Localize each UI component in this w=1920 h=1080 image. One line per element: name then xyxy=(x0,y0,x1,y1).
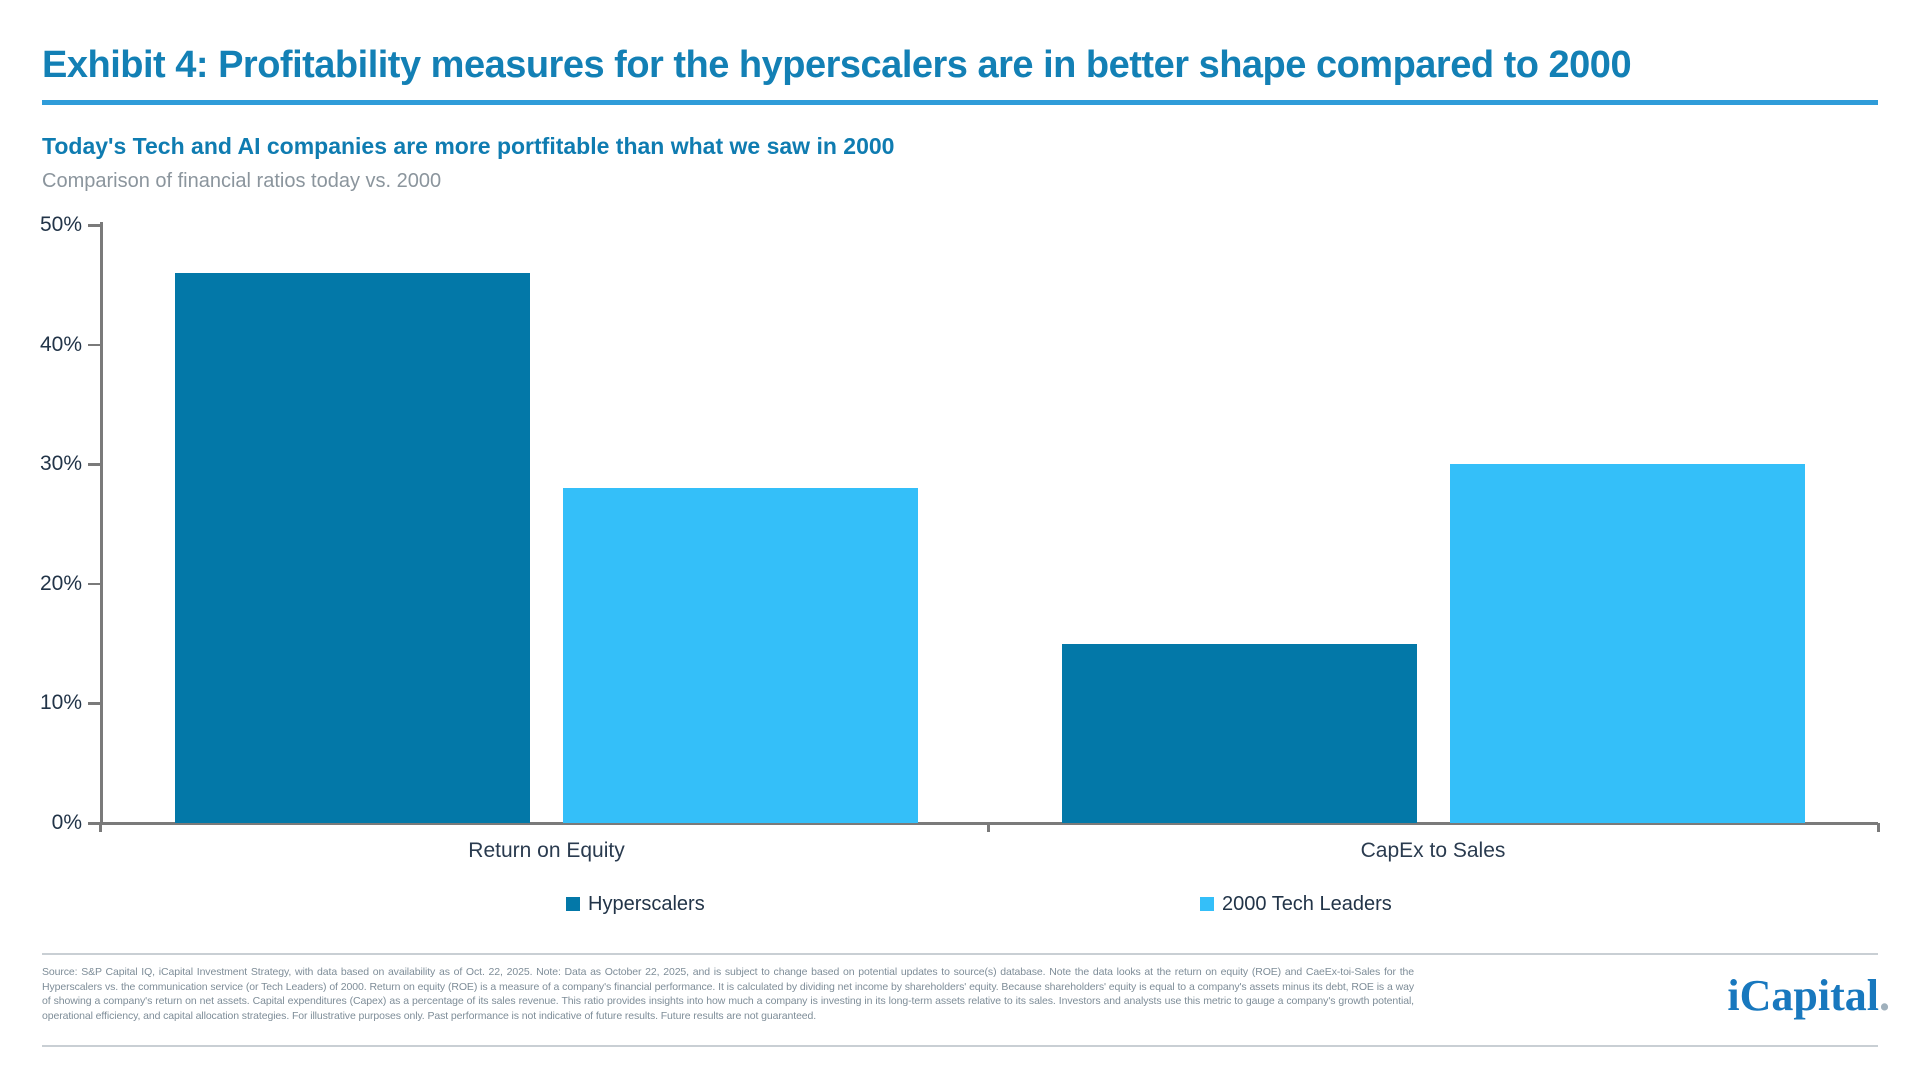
logo-dot: . xyxy=(1879,971,1890,1020)
y-tick-mark xyxy=(88,702,100,705)
y-tick-label: 20% xyxy=(39,571,82,595)
logo-wordmark: iCapital xyxy=(1727,971,1879,1020)
y-tick-label: 10% xyxy=(39,691,82,715)
legend-item-2000-tech-leaders: 2000 Tech Leaders xyxy=(1200,892,1392,916)
source-disclosure-text: Source: S&P Capital IQ, iCapital Investm… xyxy=(42,966,1414,1022)
y-tick-mark xyxy=(88,463,100,466)
bar-2000-tech-leaders-capex-to-sales xyxy=(1449,464,1805,823)
footer-top-rule xyxy=(42,953,1878,955)
x-axis-category-label: CapEx to Sales xyxy=(1360,839,1506,862)
y-tick-label: 40% xyxy=(39,332,82,356)
bar-hyperscalers-return-on-equity xyxy=(175,272,530,823)
legend-label: Hyperscalers xyxy=(588,892,705,915)
legend-marker-dark xyxy=(566,897,580,911)
y-tick-mark xyxy=(88,582,100,586)
legend-item-hyperscalers: Hyperscalers xyxy=(566,892,705,916)
title-underline-rule xyxy=(42,100,1878,105)
footer-bottom-rule xyxy=(42,1045,1878,1047)
y-tick-mark xyxy=(88,343,100,347)
icapital-logo: iCapital. xyxy=(1700,970,1890,1021)
y-tick-label: 0% xyxy=(51,811,82,834)
x-tick-mark xyxy=(987,823,990,832)
bar-hyperscalers-capex-to-sales xyxy=(1061,643,1417,823)
x-tick-mark xyxy=(99,823,102,832)
x-tick-mark xyxy=(1877,823,1880,832)
y-tick-label: 50% xyxy=(39,213,82,236)
bar-2000-tech-leaders-return-on-equity xyxy=(563,488,918,823)
y-tick-mark xyxy=(88,822,100,825)
legend-marker-light xyxy=(1200,897,1214,911)
x-axis-category-label: Return on Equity xyxy=(468,839,625,862)
chart-caption: Comparison of financial ratios today vs.… xyxy=(42,170,442,192)
page-title: Exhibit 4: Profitability measures for th… xyxy=(42,44,1632,86)
y-tick-mark xyxy=(88,224,100,227)
y-tick-label: 30% xyxy=(39,452,82,476)
legend-label: 2000 Tech Leaders xyxy=(1222,892,1392,915)
y-axis-line xyxy=(100,222,103,824)
chart-subtitle: Today's Tech and AI companies are more p… xyxy=(42,133,895,159)
